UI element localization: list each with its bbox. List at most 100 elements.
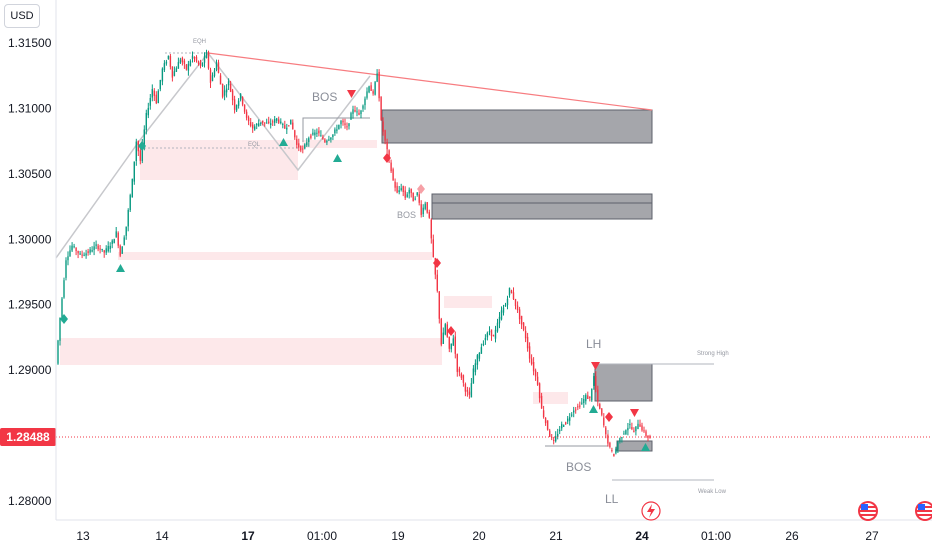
order-block-2 bbox=[431, 193, 653, 220]
candle-body bbox=[627, 427, 629, 431]
candle-body bbox=[77, 251, 79, 254]
candle-body bbox=[603, 417, 605, 426]
candle-body bbox=[117, 232, 119, 246]
candle-body bbox=[153, 90, 155, 96]
candle-body bbox=[484, 337, 487, 341]
us-flag-icon[interactable] bbox=[858, 501, 878, 521]
candle-body bbox=[446, 324, 448, 337]
candle-body bbox=[195, 56, 198, 61]
price-tick-label: 1.29000 bbox=[8, 363, 52, 377]
candle-body bbox=[514, 299, 517, 306]
candle-body bbox=[231, 90, 234, 101]
candle-body bbox=[360, 110, 362, 114]
candle-body bbox=[125, 226, 127, 236]
candle-body bbox=[274, 119, 276, 123]
candle-body bbox=[81, 254, 83, 256]
time-tick-label: 21 bbox=[549, 529, 563, 543]
candle-body bbox=[165, 61, 168, 64]
candle-body bbox=[643, 430, 645, 432]
sell-diamond bbox=[447, 326, 455, 336]
sell-marker bbox=[591, 362, 600, 370]
candle-body bbox=[384, 130, 386, 141]
price-tick-label: 1.29500 bbox=[8, 298, 52, 312]
candle-body bbox=[448, 336, 450, 349]
price-axis[interactable]: 1.31500 1.31000 1.30500 1.30000 1.29500 1.290… bbox=[8, 36, 52, 508]
currency-button[interactable]: USD bbox=[4, 4, 40, 28]
candle-body bbox=[504, 304, 507, 307]
candle-body bbox=[151, 89, 153, 98]
candle-body bbox=[549, 430, 551, 437]
candle-body bbox=[155, 94, 157, 104]
candle-body bbox=[266, 122, 268, 124]
candle-body bbox=[145, 113, 147, 130]
candle-body bbox=[508, 287, 511, 296]
candle-body bbox=[639, 424, 641, 427]
candle-body bbox=[540, 395, 543, 409]
candle-body bbox=[392, 169, 394, 181]
time-tick-label: 20 bbox=[472, 529, 486, 543]
candle-body bbox=[400, 188, 402, 190]
candle-body bbox=[516, 305, 519, 311]
candle-body bbox=[422, 207, 424, 215]
candle-body bbox=[577, 406, 579, 408]
eql-label: EQL bbox=[248, 142, 261, 148]
flash-event-icon[interactable] bbox=[641, 501, 661, 521]
candle-body bbox=[185, 64, 188, 70]
candle-body bbox=[470, 383, 473, 398]
candle-body bbox=[546, 420, 549, 430]
sell-marker bbox=[630, 409, 639, 417]
candle-body bbox=[93, 246, 95, 250]
candle-body bbox=[189, 61, 192, 66]
candle-body bbox=[565, 422, 567, 424]
candle-body bbox=[372, 91, 374, 94]
candle-body bbox=[412, 192, 414, 202]
candle-body bbox=[65, 260, 67, 278]
candle-body bbox=[506, 298, 509, 306]
candle-body bbox=[314, 132, 316, 136]
time-tick-label: 01:00 bbox=[701, 529, 731, 543]
candle-body bbox=[623, 433, 625, 435]
candle-body bbox=[561, 424, 563, 429]
candle-body bbox=[354, 110, 356, 112]
candle-body bbox=[308, 138, 310, 142]
candle-body bbox=[500, 310, 503, 320]
candle-body bbox=[486, 332, 489, 338]
candle-body bbox=[398, 190, 400, 193]
candle-body bbox=[424, 203, 426, 209]
candle-body bbox=[601, 408, 603, 415]
time-tick-label: 01:00 bbox=[307, 529, 337, 543]
candle-body bbox=[223, 90, 226, 96]
candle-body bbox=[595, 376, 597, 390]
candle-body bbox=[621, 437, 623, 439]
candle-body bbox=[502, 307, 505, 313]
candle-body bbox=[528, 346, 531, 359]
buy-marker bbox=[116, 264, 125, 272]
candle-body bbox=[338, 124, 340, 130]
candle-body bbox=[302, 148, 304, 150]
us-flag-icon[interactable] bbox=[915, 501, 932, 521]
candle-body bbox=[637, 423, 639, 429]
buy-diamond bbox=[138, 141, 146, 151]
candle-body bbox=[205, 52, 208, 58]
candle-body bbox=[342, 120, 344, 123]
candle-body bbox=[173, 71, 176, 76]
candle-body bbox=[326, 140, 328, 143]
time-axis[interactable]: 13 14 17 01:00 19 20 21 24 01:00 26 27 bbox=[76, 529, 879, 543]
candle-body bbox=[286, 127, 288, 130]
price-tick-label: 1.31000 bbox=[8, 101, 52, 115]
candle-body bbox=[290, 119, 292, 125]
candle-body bbox=[356, 111, 358, 113]
sell-diamond bbox=[383, 153, 391, 163]
candle-body bbox=[635, 426, 637, 432]
candle-body bbox=[553, 440, 555, 441]
buy-marker bbox=[641, 443, 650, 451]
candle-body bbox=[390, 162, 392, 172]
fvg-zone-5 bbox=[444, 296, 492, 308]
candle-body bbox=[306, 142, 308, 146]
candle-body bbox=[619, 438, 621, 442]
candle-body bbox=[530, 358, 533, 365]
candle-body bbox=[518, 309, 521, 320]
candle-body bbox=[478, 352, 481, 359]
candle-body bbox=[544, 417, 547, 424]
